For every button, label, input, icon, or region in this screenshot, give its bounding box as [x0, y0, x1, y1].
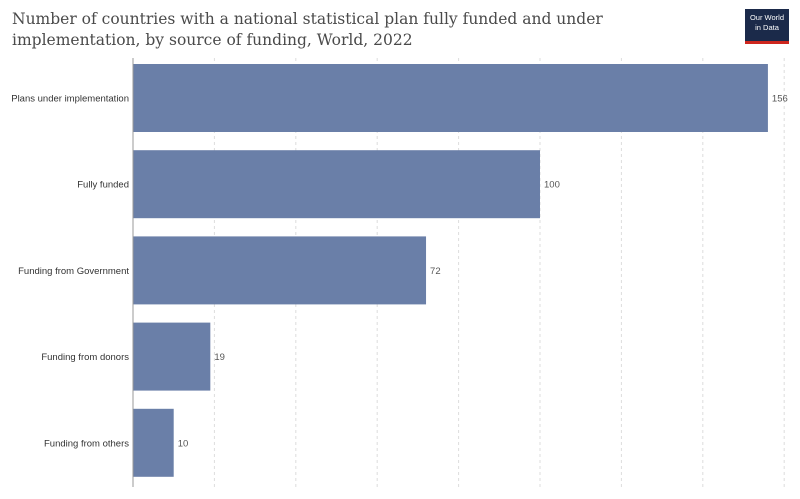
category-label: Funding from donors — [41, 352, 129, 363]
value-label: 156 — [772, 94, 788, 105]
bar[interactable] — [133, 408, 174, 477]
logo-line-1: Our World — [749, 13, 785, 22]
bar[interactable] — [133, 322, 211, 391]
value-label: 72 — [430, 266, 441, 277]
category-label: Fully funded — [77, 180, 129, 191]
bar[interactable] — [133, 236, 427, 305]
chart-title: Number of countries with a national stat… — [12, 10, 603, 49]
owid-logo[interactable]: Our World in Data — [745, 9, 789, 44]
value-label: 100 — [544, 180, 560, 191]
logo-line-2: in Data — [755, 22, 779, 32]
bar[interactable] — [133, 150, 540, 219]
value-label: 10 — [178, 438, 189, 449]
category-label: Funding from Government — [18, 266, 129, 277]
category-label: Funding from others — [44, 438, 129, 449]
bar[interactable] — [133, 64, 768, 132]
value-label: 19 — [214, 352, 225, 363]
category-label: Plans under implementation — [11, 94, 129, 105]
